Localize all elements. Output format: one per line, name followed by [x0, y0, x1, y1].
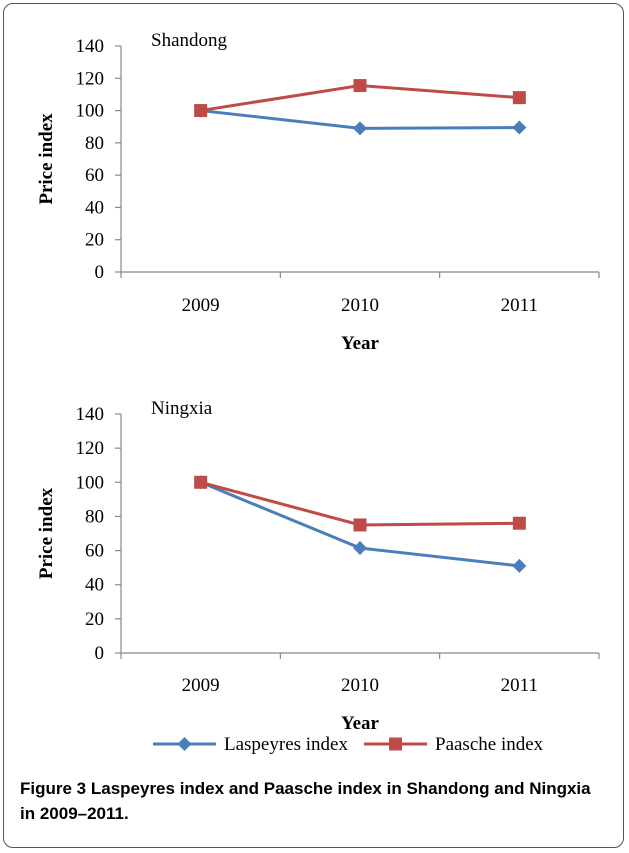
chart1-x-axis-title: Year [341, 333, 380, 354]
chart2-title: Ningxia [151, 398, 213, 419]
caption-label: Figure 3 [20, 779, 87, 798]
chart1-y-tick-label: 0 [95, 262, 105, 283]
chart1-y-tick-label: 60 [85, 165, 104, 186]
legend-label-1: Laspeyres index [224, 734, 348, 755]
chart1-y-tick-label: 80 [85, 133, 104, 154]
chart1-y-tick-label: 100 [76, 101, 105, 122]
chart1-y-tick-label: 120 [76, 68, 105, 89]
chart1-x-tick-label: 2010 [341, 295, 379, 316]
chart2-y-tick-label: 60 [85, 541, 104, 562]
chart2-x-tick-label: 2009 [182, 675, 220, 696]
legend-label-2: Paasche index [435, 734, 544, 755]
chart2-x-axis-title: Year [341, 713, 380, 734]
chart2-y-tick-label: 100 [76, 472, 105, 493]
chart2-series-1-point [353, 541, 367, 556]
chart2-y-axis-title: Price index [36, 487, 57, 579]
chart1-series-1-point [353, 121, 367, 136]
legend-marker-2 [389, 737, 402, 751]
chart1-series-2-point [194, 104, 208, 118]
chart1-series-1-point [512, 120, 527, 135]
chart2-y-tick-label: 0 [95, 643, 105, 664]
chart2-y-tick-label: 80 [85, 506, 104, 527]
chart1-x-tick-label: 2009 [182, 295, 220, 316]
chart2-y-tick-label: 120 [76, 438, 105, 459]
figure-caption: Figure 3 Laspeyres index and Paasche ind… [20, 776, 610, 826]
chart2-series-1-point [512, 558, 527, 573]
chart2-series-2-point [194, 475, 208, 489]
chart1-series-2-point [512, 91, 526, 105]
legend-marker-1 [177, 737, 192, 751]
chart1-x-tick-label: 2011 [501, 295, 538, 316]
chart2-series-2-point [353, 518, 367, 532]
chart2-y-tick-label: 40 [85, 575, 104, 596]
chart1-y-tick-label: 40 [85, 197, 104, 218]
caption-text: Laspeyres index and Paasche index in Sha… [20, 779, 591, 823]
figure-frame [3, 3, 624, 848]
chart2-series-2-point [512, 516, 526, 530]
chart2-x-tick-label: 2011 [501, 675, 538, 696]
chart1-y-tick-label: 20 [85, 230, 104, 251]
chart1-title: Shandong [151, 30, 228, 51]
chart1-series-2-point [353, 79, 367, 93]
chart1-y-axis-title: Price index [36, 113, 57, 205]
chart2-x-tick-label: 2010 [341, 675, 379, 696]
chart2-y-tick-label: 140 [76, 404, 105, 425]
chart2-y-tick-label: 20 [85, 609, 104, 630]
chart1-y-tick-label: 140 [76, 36, 105, 57]
